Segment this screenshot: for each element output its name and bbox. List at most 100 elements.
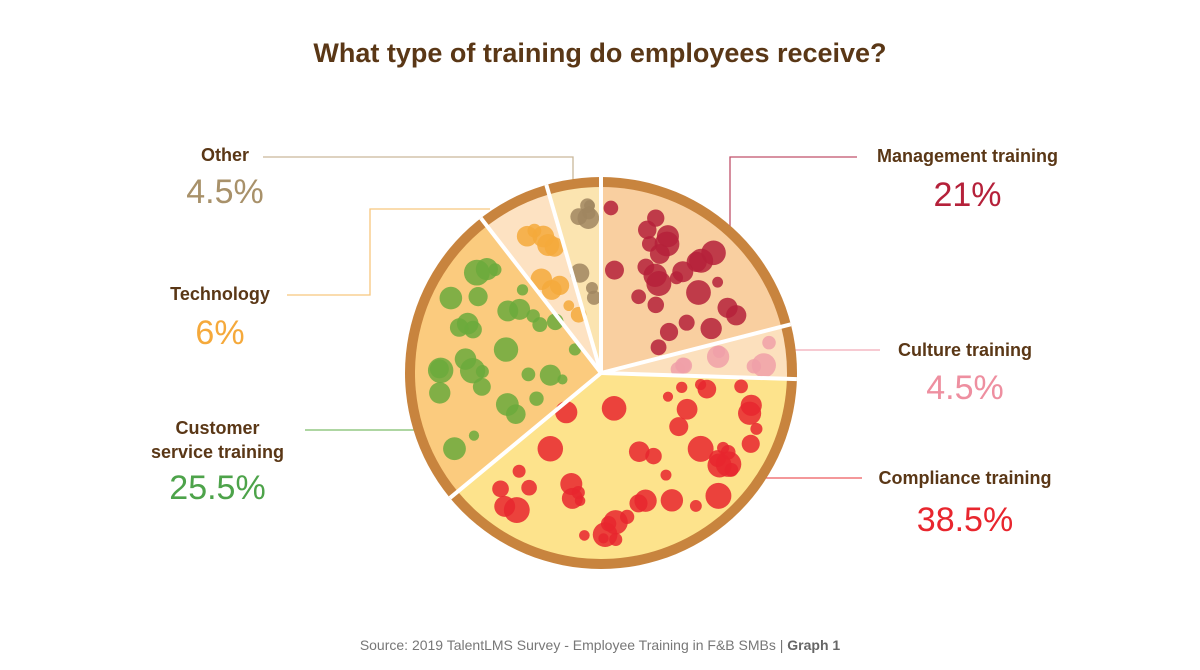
topping-0 [689,248,714,273]
topping-2 [521,479,537,496]
topping-3 [495,393,519,416]
topping-2 [734,379,748,394]
label-culture: Culture training [898,340,1032,360]
topping-2 [687,435,714,462]
source-text: Source: 2019 TalentLMS Survey - Employee… [359,637,788,653]
value-technology: 6% [195,314,245,352]
topping-5 [580,198,595,213]
topping-0 [631,289,647,305]
topping-2 [555,401,578,424]
topping-4 [563,300,575,312]
topping-2 [676,398,698,420]
topping-0 [672,261,694,283]
topping-0 [603,200,619,216]
slice-cut-line [600,371,797,382]
topping-2 [628,441,650,462]
topping-0 [712,276,724,288]
slice-cut-line [448,371,603,500]
source-note: Source: 2019 TalentLMS Survey - Employee… [0,637,1200,653]
topping-2 [660,489,684,512]
topping-3 [539,364,561,386]
leader-lines [263,156,880,479]
topping-3 [429,359,449,379]
slice-cut-line [479,216,603,375]
topping-2 [537,436,564,462]
leader-line-technology [287,208,490,296]
topping-2 [741,434,760,453]
topping-0 [700,317,722,340]
topping-0 [646,271,672,297]
topping-0 [604,260,624,280]
topping-3 [526,309,540,323]
value-customer: 25.5% [169,469,266,507]
topping-3 [463,259,490,286]
pie-slice-culture-training [601,326,787,379]
leader-line-management [729,156,857,232]
topping-2 [579,530,590,541]
topping-0 [678,314,695,331]
label-compliance: Compliance training [878,468,1052,488]
topping-2 [560,472,583,495]
topping-3 [516,284,529,296]
topping-5 [586,290,602,305]
topping-0 [650,339,667,356]
topping-2 [689,500,702,512]
graph-number: Graph 1 [787,637,841,653]
topping-3 [468,287,488,307]
topping-3 [439,286,463,310]
topping-2 [750,422,763,435]
topping-3 [521,367,536,382]
value-compliance: 38.5% [916,501,1014,539]
topping-2 [660,469,672,481]
topping-2 [669,417,689,437]
topping-3 [488,263,502,277]
topping-1 [746,359,762,374]
topping-2 [512,464,526,478]
topping-4 [541,279,562,300]
topping-0 [641,236,658,252]
topping-2 [715,451,742,477]
topping-1 [675,357,691,373]
topping-2 [738,401,762,425]
topping-2 [676,381,688,394]
topping-2 [629,494,648,513]
topping-3 [429,382,451,404]
topping-1 [712,345,726,358]
topping-0 [659,322,679,342]
topping-3 [475,365,489,379]
topping-4 [516,225,538,247]
label-customer-line2: service training [150,442,285,462]
pie-slice-compliance-training [457,373,787,559]
leader-line-other [263,156,574,182]
topping-0 [637,258,655,276]
label-management: Management training [876,146,1059,166]
slice-cut-line [544,184,603,374]
topping-0 [647,296,665,314]
topping-5 [585,282,598,295]
topping-2 [609,532,623,547]
chart-title: What type of training do employees recei… [313,38,887,68]
topping-3 [497,300,519,322]
label-other: Other [200,145,249,165]
slice-cut-line [600,322,792,375]
topping-1 [762,335,776,350]
topping-0 [686,280,711,305]
topping-2 [601,396,627,421]
topping-3 [493,337,519,362]
topping-3 [529,391,544,406]
value-management: 21% [933,176,1002,214]
label-customer-line1: Customer [175,418,260,438]
value-other: 4.5% [186,173,264,211]
value-culture: 4.5% [926,369,1004,407]
topping-2 [705,482,732,509]
topping-2 [492,480,509,498]
topping-2 [603,510,628,535]
topping-3 [468,430,480,441]
topping-2 [494,495,516,517]
topping-2 [697,379,717,399]
topping-0 [717,297,738,318]
topping-0 [647,209,665,227]
topping-3 [443,437,466,461]
label-technology: Technology [170,284,270,304]
